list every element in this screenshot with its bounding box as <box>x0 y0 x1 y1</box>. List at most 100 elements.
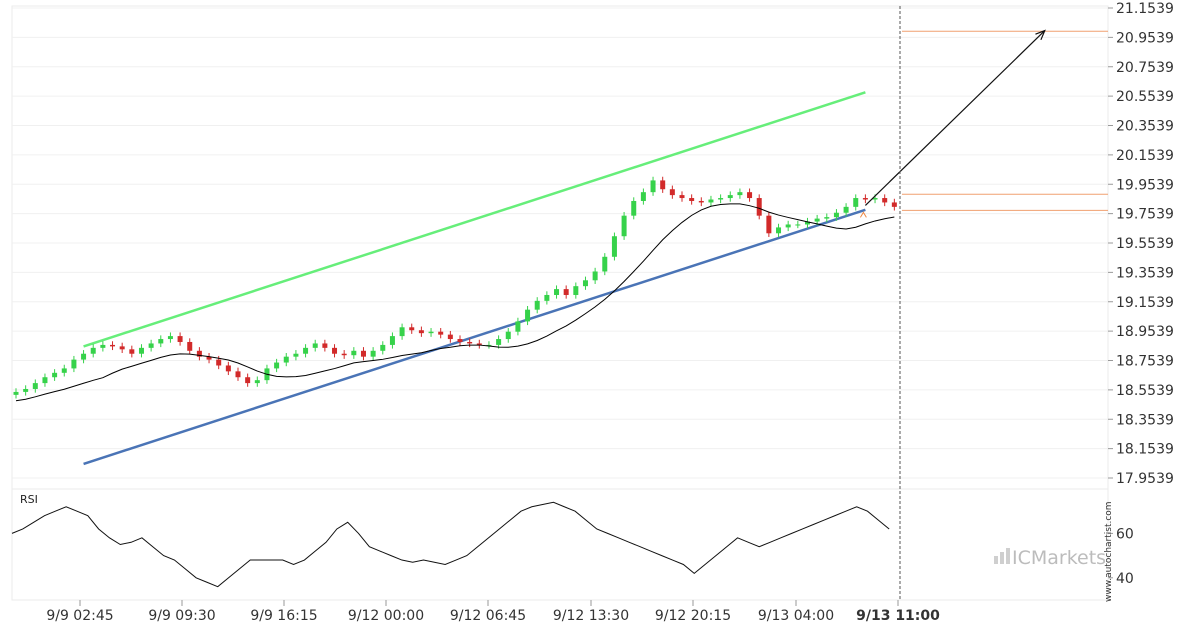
candle-body <box>332 347 338 354</box>
candle-body <box>573 286 579 295</box>
candle-body <box>515 321 521 332</box>
candle-body <box>32 383 38 389</box>
candle-body <box>42 377 48 384</box>
candle-body <box>804 221 810 225</box>
candle-body <box>718 198 724 200</box>
candle-body <box>698 200 704 203</box>
candle-body <box>891 202 897 207</box>
candle-body <box>621 215 627 237</box>
candle-body <box>737 192 743 196</box>
candle-body <box>81 353 87 360</box>
y-tick-label: 20.5539 <box>1116 89 1174 105</box>
candle-body <box>872 198 878 200</box>
x-tick-label: 9/13 04:00 <box>758 608 834 624</box>
candle-body <box>554 289 560 295</box>
candle-body <box>862 198 868 200</box>
candle-body <box>611 236 617 257</box>
source-text: www.autochartist.com <box>1104 501 1114 602</box>
candle-body <box>756 198 762 216</box>
y-tick-label: 17.9539 <box>1116 471 1174 487</box>
watermark: ICMarkets <box>994 547 1106 569</box>
candle-body <box>747 192 753 199</box>
candle-body <box>90 347 96 354</box>
candle-body <box>235 371 241 378</box>
candle-body <box>274 362 280 369</box>
x-tick-label: 9/9 02:45 <box>46 608 113 624</box>
candle-body <box>380 344 386 351</box>
candle-body <box>254 380 260 384</box>
candle-body <box>640 192 646 201</box>
candle-body <box>660 180 666 190</box>
x-tick-label: 9/9 16:15 <box>250 608 317 624</box>
candle-body <box>187 341 193 351</box>
candle-body <box>351 350 357 356</box>
candle-body <box>100 344 106 348</box>
candle-body <box>505 331 511 340</box>
candle-body <box>602 256 608 272</box>
price-panel <box>11 5 1109 490</box>
channels <box>83 91 866 466</box>
candle-body <box>467 341 473 344</box>
x-tick-label: 9/12 13:30 <box>553 608 629 624</box>
candle-body <box>370 350 376 357</box>
x-tick-label: 9/12 00:00 <box>348 608 424 624</box>
candle-body <box>776 227 782 234</box>
y-tick-label: 20.7539 <box>1116 60 1174 76</box>
y-tick-label: 20.3539 <box>1116 119 1174 135</box>
candle-body <box>476 343 482 345</box>
y-tick-label: 19.9539 <box>1116 177 1174 193</box>
y-tick-label: 19.7539 <box>1116 207 1174 223</box>
candle-body <box>322 343 328 348</box>
candle-body <box>225 365 231 372</box>
rsi-series <box>11 501 890 588</box>
candle-body <box>843 206 849 213</box>
candle-body <box>457 339 463 342</box>
candle-body <box>293 353 299 357</box>
y-tick-label: 20.1539 <box>1116 148 1174 164</box>
x-tick-label: 9/12 06:45 <box>450 608 526 624</box>
candle-body <box>71 359 77 369</box>
candle-body <box>303 347 309 354</box>
candle-body <box>708 199 714 203</box>
candle-body <box>206 356 212 360</box>
x-tick-label: 9/9 09:30 <box>148 608 215 624</box>
rsi-tick-label: 40 <box>1116 571 1134 587</box>
candle-body <box>245 377 251 384</box>
candle-body <box>312 343 318 348</box>
x-axis: 9/9 02:45 9/9 09:30 9/9 16:15 9/12 00:00 9/1… <box>46 6 940 624</box>
candle-body <box>669 189 675 196</box>
y-tick-label: 18.1539 <box>1116 442 1174 458</box>
rsi-line <box>11 501 890 588</box>
candle-body <box>853 198 859 207</box>
candle-body <box>409 327 415 331</box>
candle-body <box>447 334 453 340</box>
x-tick-label: 9/13 11:00 <box>856 608 940 624</box>
candle-body <box>833 212 839 218</box>
candle-body <box>428 331 434 334</box>
y-tick-label: 21.1539 <box>1116 1 1174 17</box>
forecast-arrow <box>864 30 1046 206</box>
candle-body <box>795 224 801 226</box>
candle-body <box>438 331 444 335</box>
candle-body <box>399 327 405 337</box>
candle-body <box>283 356 289 363</box>
candle-body <box>592 271 598 281</box>
candle-body <box>563 289 569 295</box>
y-tick-label: 18.3539 <box>1116 412 1174 428</box>
levels <box>902 30 1108 211</box>
rsi-axis: 60 40 <box>1108 526 1134 587</box>
candle-body <box>486 344 492 346</box>
lower-channel-line <box>83 208 866 466</box>
rsi-tick-label: 60 <box>1116 526 1134 542</box>
y-tick-label: 18.7539 <box>1116 354 1174 370</box>
candle-body <box>138 347 144 354</box>
y-tick-label: 19.1539 <box>1116 295 1174 311</box>
candle-body <box>727 195 733 199</box>
y-tick-label: 19.5539 <box>1116 236 1174 252</box>
watermark-text: ICMarkets <box>1012 547 1106 569</box>
candle-body <box>534 300 540 310</box>
candle-body <box>13 391 19 395</box>
candle-body <box>650 180 656 193</box>
candle-body <box>882 198 888 203</box>
